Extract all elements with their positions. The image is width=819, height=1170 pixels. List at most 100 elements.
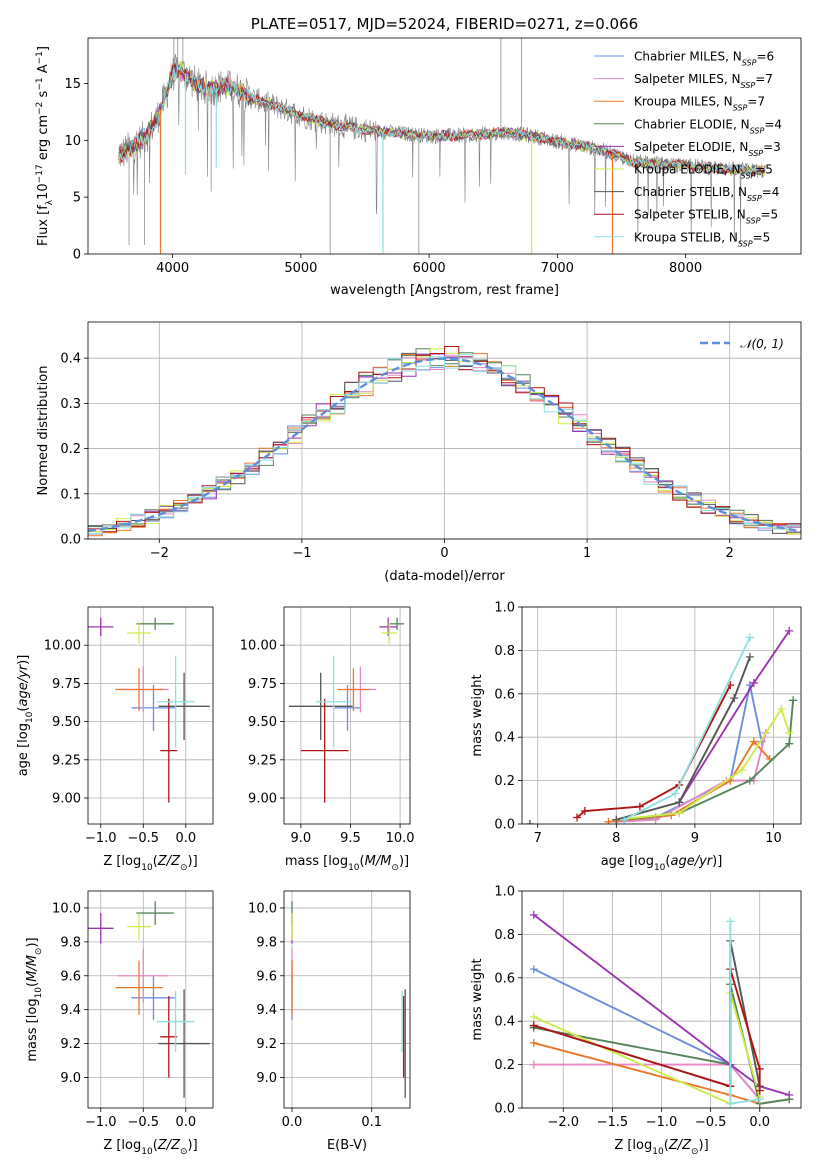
x-tick-label: 0.0 [749, 1115, 770, 1130]
axes-frame [87, 890, 214, 1109]
series-marker [726, 1099, 735, 1108]
legend-label: 𝒩(0, 1) [740, 337, 784, 351]
axes-frame [87, 37, 802, 255]
spectrum-plot-area [118, 38, 766, 254]
histogram-salpeter_stelib [88, 346, 801, 533]
series-marker [612, 815, 621, 824]
series-marker [580, 806, 589, 815]
y-tick-label: 9.00 [248, 792, 277, 807]
series-marker [785, 728, 794, 737]
series-marker [755, 1064, 764, 1073]
y-tick-label: 0.6 [494, 971, 515, 986]
y-tick-label: 0 [73, 248, 81, 263]
x-tick-label: 2 [726, 546, 734, 561]
series-marker [675, 798, 684, 807]
y-tick-label: 0.4 [494, 731, 515, 746]
y-tick-label: 9.4 [256, 1003, 277, 1018]
y-tick-label: 9.8 [256, 935, 277, 950]
y-tick-label: 9.0 [256, 1071, 277, 1086]
y-tick-label: 10.0 [248, 901, 277, 916]
x-tick-label: 8000 [669, 261, 702, 276]
y-axis-label: mass weight [470, 674, 485, 756]
series-marker [675, 809, 684, 818]
x-axis-label: Z [log10(Z/Z⊙)] [103, 1138, 197, 1157]
x-axis-label: wavelength [Angstrom, rest frame] [330, 283, 559, 298]
y-axis-label: Flux [fλ10−17 erg cm−2 s−1 A−1] [35, 46, 55, 246]
x-tick-label: 9.5 [340, 831, 361, 846]
x-axis-label: (data-model)/error [384, 569, 505, 584]
y-tick-label: 0.8 [494, 644, 515, 659]
x-axis-label: Z [log10(Z/Z⊙)] [103, 854, 197, 873]
series-marker [789, 696, 798, 705]
y-tick-label: 9.50 [52, 715, 81, 730]
x-tick-label: 0 [440, 546, 448, 561]
x-tick-label: −1 [292, 546, 311, 561]
series-marker [785, 1090, 794, 1099]
x-tick-label: 7 [534, 831, 542, 846]
series-marker [777, 704, 786, 713]
x-tick-label: 10.0 [386, 831, 415, 846]
legend-label: Kroupa MILES, NSSP=7 [634, 95, 765, 113]
x-axis-label: E(B-V) [327, 1138, 367, 1153]
y-tick-label: 9.2 [60, 1037, 81, 1052]
y-tick-label: 0.2 [494, 1058, 515, 1073]
x-tick-label: −1.0 [646, 1115, 678, 1130]
x-axis-label: age [log10(age/yr)] [601, 854, 723, 873]
x-tick-label: −0.5 [695, 1115, 727, 1130]
age-vs-z-panel: −1.0 −0.5 0.0 9.00 9.25 9.50 9.75 10.00 Z [log10… [16, 606, 214, 873]
y-tick-label: 0.8 [494, 928, 515, 943]
y-tick-label: 0.2 [60, 442, 81, 457]
y-tick-label: 0.3 [60, 397, 81, 412]
mass-vs-z-panel: −1.0 −0.5 0.0 9.0 9.2 9.4 9.6 9.8 10.0 Z [log10(Z… [25, 890, 214, 1157]
x-tick-label: 9.0 [291, 831, 312, 846]
axes-frame [283, 606, 411, 825]
y-tick-label: 9.6 [256, 969, 277, 984]
legend-label: Chabrier ELODIE, NSSP=4 [634, 117, 782, 135]
y-tick-label: 0.0 [494, 1102, 515, 1117]
y-tick-label: 0.4 [60, 352, 81, 367]
legend-label: Salpeter STELIB, NSSP=5 [634, 208, 778, 226]
plot-area [529, 910, 794, 1108]
series-marker [529, 1012, 538, 1021]
series-marker [529, 965, 538, 974]
series-marker [749, 678, 758, 687]
legend-label: Salpeter MILES, NSSP=7 [634, 72, 773, 90]
y-tick-label: 0.2 [494, 774, 515, 789]
series-marker [745, 776, 754, 785]
series-marker [671, 789, 680, 798]
series-marker [755, 1086, 764, 1095]
y-tick-label: 10.00 [240, 639, 277, 654]
y-tick-label: 15 [64, 77, 81, 92]
y-axis-label: mass weight [470, 958, 485, 1040]
legend-label: Chabrier MILES, NSSP=6 [634, 50, 774, 68]
y-tick-label: 9.25 [248, 753, 277, 768]
y-tick-label: 0.1 [60, 487, 81, 502]
series-marker [529, 910, 538, 919]
y-tick-label: 10 [64, 134, 81, 149]
x-tick-label: 0.0 [175, 831, 196, 846]
series-line-kroupa_stelib [623, 636, 751, 821]
model-spectrum-kroupa_stelib [118, 64, 766, 176]
y-tick-label: 0.6 [494, 687, 515, 702]
y-tick-label: 10.0 [52, 901, 81, 916]
y-tick-label: 9.4 [60, 1003, 81, 1018]
y-tick-label: 9.25 [52, 753, 81, 768]
y-tick-label: 9.50 [248, 715, 277, 730]
x-tick-label: 9 [691, 831, 699, 846]
y-tick-label: 5 [73, 191, 81, 206]
series-marker [749, 737, 758, 746]
legend-label: Chabrier STELIB, NSSP=4 [634, 185, 779, 203]
series-marker [573, 813, 582, 822]
plot-area [525, 626, 798, 824]
series-marker [755, 1095, 764, 1104]
x-tick-label: 7000 [541, 261, 574, 276]
y-tick-label: 0.4 [494, 1015, 515, 1030]
x-axis-label: Z [log10(Z/Z⊙)] [614, 1138, 708, 1157]
chart-title: PLATE=0517, MJD=52024, FIBERID=0271, z=0… [251, 15, 638, 33]
series-marker [604, 817, 613, 824]
y-tick-label: 9.00 [52, 792, 81, 807]
y-tick-label: 9.6 [60, 969, 81, 984]
series-marker [635, 802, 644, 811]
y-tick-label: 10.00 [44, 639, 81, 654]
